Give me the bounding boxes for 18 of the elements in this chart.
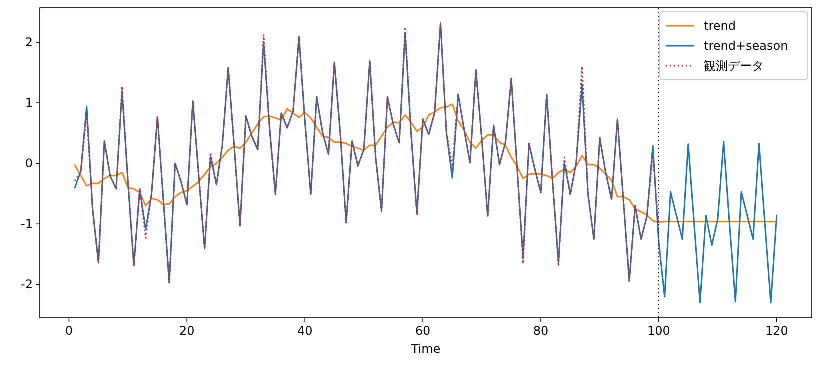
x-tick-label: 60: [415, 324, 431, 338]
x-axis-title: Time: [410, 342, 441, 356]
x-tick-label: 20: [180, 324, 195, 338]
x-tick-label: 0: [65, 324, 74, 338]
y-tick-label: 1: [25, 96, 33, 110]
legend-label: trend+season: [704, 39, 788, 53]
legend-label: trend: [704, 19, 736, 33]
line-series: [74, 104, 778, 224]
x-tick-label: 40: [297, 324, 313, 338]
x-tick-label: 80: [533, 324, 549, 338]
line-series: [74, 22, 660, 284]
y-tick-label: 0: [25, 156, 33, 171]
y-tick-label: 2: [25, 36, 33, 50]
y-tick-label: -2: [21, 278, 33, 292]
y-tick-label: -1: [21, 217, 33, 232]
x-tick-label: 120: [765, 324, 788, 338]
legend-label: 観測データ: [704, 59, 764, 73]
x-tick-label: 100: [648, 324, 670, 338]
